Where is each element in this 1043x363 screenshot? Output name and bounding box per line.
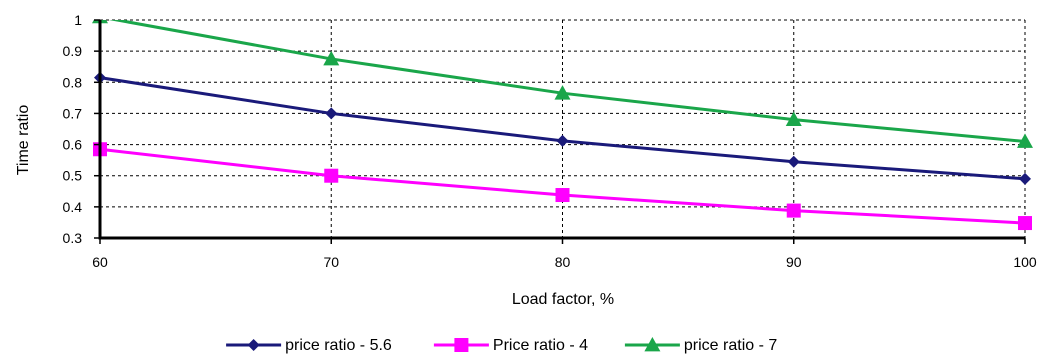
y-tick-label: 0.8 xyxy=(63,74,83,90)
x-axis-title: Load factor, % xyxy=(512,291,614,308)
legend-label: price ratio - 5.6 xyxy=(285,337,392,354)
y-axis-title: Time ratio xyxy=(15,105,32,176)
legend: price ratio - 5.6 Price ratio - 4 price ra… xyxy=(226,337,777,354)
grid-lines xyxy=(100,19,1026,238)
data-point xyxy=(786,203,801,218)
y-tick-label: 0.7 xyxy=(63,105,83,121)
legend-swatch-marker xyxy=(247,339,260,351)
y-tick-label: 0.9 xyxy=(63,43,83,59)
x-tick-label: 80 xyxy=(555,254,571,270)
data-point xyxy=(1017,133,1033,148)
data-point xyxy=(324,168,339,183)
y-tick-label: 0.3 xyxy=(63,230,83,246)
series-3 xyxy=(92,20,1033,148)
x-tick-label: 90 xyxy=(786,254,802,270)
legend-item: Price ratio - 4 xyxy=(433,337,588,354)
legend-swatch-marker xyxy=(454,338,469,352)
x-tick-label: 100 xyxy=(1013,254,1037,270)
series-1 xyxy=(94,71,1031,185)
legend-swatch-marker xyxy=(644,337,661,352)
series-layer xyxy=(92,20,1033,231)
legend-item: price ratio - 5.6 xyxy=(226,337,392,354)
data-point xyxy=(555,188,570,203)
legend-label: Price ratio - 4 xyxy=(493,337,588,354)
data-point xyxy=(787,155,800,168)
data-point xyxy=(554,85,571,100)
axes xyxy=(94,19,1026,244)
y-tick-label: 1 xyxy=(74,12,82,28)
legend-label: price ratio - 7 xyxy=(684,337,777,354)
data-point xyxy=(1018,216,1032,231)
data-point xyxy=(785,111,802,127)
data-point xyxy=(323,50,340,66)
x-tick-label: 70 xyxy=(323,254,339,270)
data-point xyxy=(325,107,338,120)
x-tick-label: 60 xyxy=(92,254,108,270)
data-point xyxy=(1019,172,1031,185)
y-tick-label: 0.5 xyxy=(63,168,83,184)
data-point xyxy=(556,134,569,147)
legend-item: price ratio - 7 xyxy=(624,337,777,354)
series-2 xyxy=(93,142,1032,231)
y-tick-label: 0.4 xyxy=(63,199,83,215)
y-tick-label: 0.6 xyxy=(63,137,83,153)
tick-labels: 0.3 0.4 0.5 0.6 0.7 0.8 0.9 1 60 70 80 90 100 xyxy=(63,12,1037,270)
